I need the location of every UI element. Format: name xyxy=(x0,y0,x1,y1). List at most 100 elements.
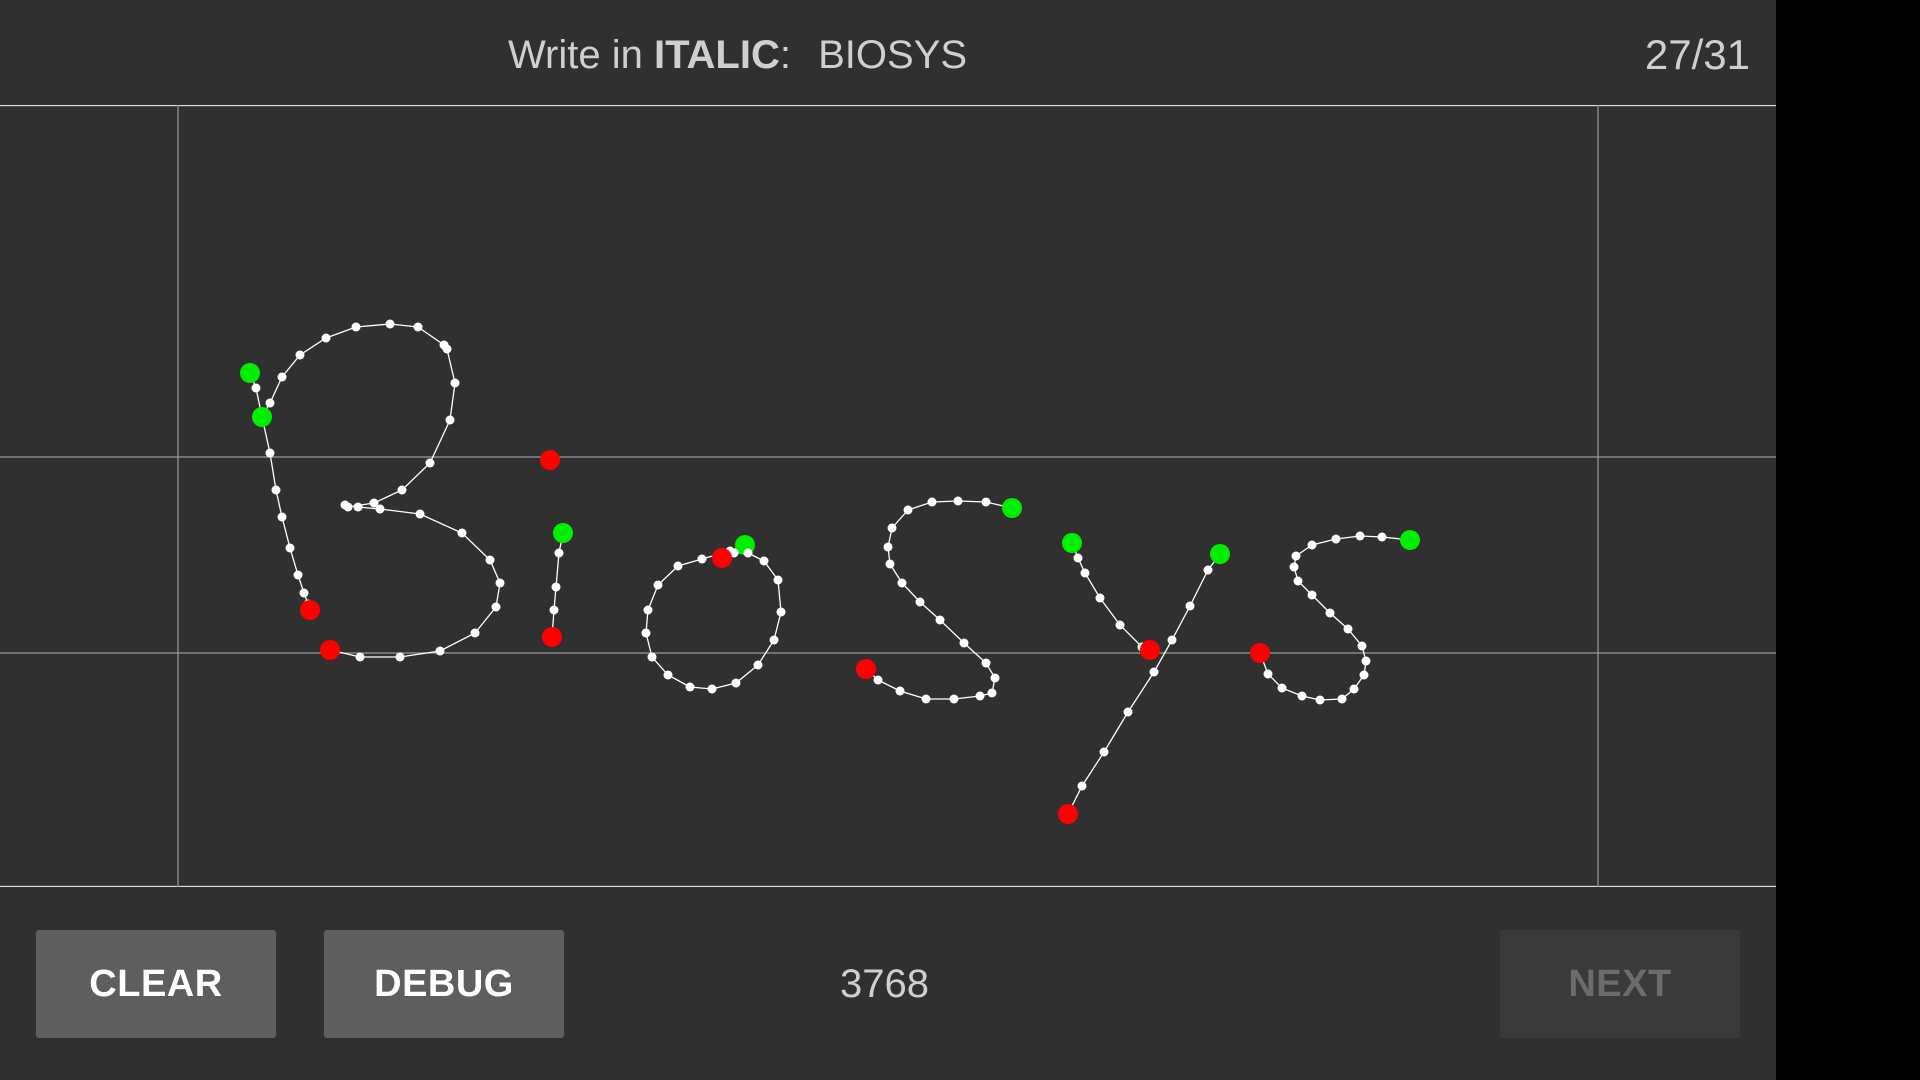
stroke-sample-point xyxy=(1315,695,1325,705)
stroke-start-point xyxy=(553,523,573,543)
stroke-sample-point xyxy=(285,543,295,553)
stroke-sample-point xyxy=(759,556,769,566)
stroke-path xyxy=(261,323,501,658)
stroke-start-point xyxy=(1210,544,1230,564)
stroke-sample-point xyxy=(883,542,893,552)
prompt-target-word: BIOSYS xyxy=(818,33,968,77)
stroke-sample-point xyxy=(491,602,501,612)
stroke-sample-point xyxy=(351,322,361,332)
prompt-style: ITALIC xyxy=(653,33,780,77)
stroke-start-point xyxy=(252,407,272,427)
stroke-sample-point xyxy=(1185,601,1195,611)
stroke-sample-point xyxy=(885,559,895,569)
stroke-sample-point xyxy=(776,607,786,617)
stroke-sample-point xyxy=(251,383,261,393)
stroke-sample-point xyxy=(981,497,991,507)
stroke-sample-point xyxy=(921,694,931,704)
stroke-sample-point xyxy=(927,497,937,507)
stroke-sample-point xyxy=(277,512,287,522)
stroke-path xyxy=(865,500,1013,700)
stroke-start-point xyxy=(1002,498,1022,518)
stroke-sample-point xyxy=(1377,532,1387,542)
clear-button[interactable]: CLEAR xyxy=(36,930,276,1038)
stroke-sample-point xyxy=(653,580,663,590)
stroke-path xyxy=(1067,553,1221,815)
stroke-sample-point xyxy=(1307,540,1317,550)
stroke-i-dot xyxy=(540,450,560,470)
stroke-sample-point xyxy=(485,555,495,565)
stroke-sample-point xyxy=(953,496,963,506)
stroke-end-point xyxy=(1140,640,1160,660)
stroke-end-point xyxy=(856,659,876,679)
stroke-sample-point xyxy=(353,502,363,512)
stroke-path xyxy=(1071,542,1151,651)
next-button[interactable]: NEXT xyxy=(1500,930,1740,1038)
stroke-sample-point xyxy=(1325,608,1335,618)
stroke-sample-point xyxy=(1167,635,1177,645)
stroke-end-point xyxy=(712,548,732,568)
stroke-sample-point xyxy=(1080,568,1090,578)
point-count: 3768 xyxy=(840,962,929,1006)
stroke-sample-point xyxy=(773,575,783,585)
stroke-o xyxy=(641,535,786,694)
stroke-sample-point xyxy=(1343,624,1353,634)
stroke-sample-point xyxy=(643,605,653,615)
header-bar: Write in ITALIC: BIOSYS 27/31 xyxy=(0,0,1776,105)
stroke-sample-point xyxy=(1123,707,1133,717)
stroke-sample-point xyxy=(753,660,763,670)
stroke-sample-point xyxy=(673,561,683,571)
stroke-sample-point xyxy=(769,635,779,645)
stroke-sample-point xyxy=(495,578,505,588)
stroke-path xyxy=(1259,535,1411,701)
prompt-colon: : xyxy=(779,33,791,77)
footer-bar: CLEAR DEBUG 3768 NEXT xyxy=(0,887,1776,1080)
stroke-s1 xyxy=(856,496,1022,704)
stroke-sample-point xyxy=(450,378,460,388)
stroke-sample-point xyxy=(1289,562,1299,572)
progress-counter: 27/31 xyxy=(1644,31,1750,78)
stroke-sample-point xyxy=(1307,590,1317,600)
stroke-b-stem xyxy=(240,363,320,620)
stroke-sample-point xyxy=(1355,531,1365,541)
stroke-sample-point xyxy=(340,500,350,510)
stroke-sample-point xyxy=(435,646,445,656)
stroke-sample-point xyxy=(949,694,959,704)
stroke-end-point xyxy=(320,640,340,660)
stroke-sample-point xyxy=(1095,593,1105,603)
stroke-sample-point xyxy=(271,485,281,495)
stroke-sample-point xyxy=(554,548,564,558)
stroke-end-point xyxy=(300,600,320,620)
stroke-sample-point xyxy=(729,548,739,558)
stroke-end-point xyxy=(540,450,560,470)
stroke-sample-point xyxy=(265,448,275,458)
stroke-sample-point xyxy=(413,322,423,332)
stroke-sample-point xyxy=(915,597,925,607)
stroke-i-stem xyxy=(542,523,573,647)
stroke-sample-point xyxy=(895,686,905,696)
stroke-sample-point xyxy=(397,485,407,495)
stroke-y-arm xyxy=(1062,533,1160,660)
writing-canvas[interactable] xyxy=(0,105,1776,887)
stroke-start-point xyxy=(1400,530,1420,550)
stroke-sample-point xyxy=(1293,576,1303,586)
stroke-sample-point xyxy=(1357,641,1367,651)
stroke-sample-point xyxy=(265,398,275,408)
stroke-sample-point xyxy=(707,684,717,694)
stroke-sample-point xyxy=(1361,656,1371,666)
stroke-sample-point xyxy=(415,509,425,519)
stroke-sample-point xyxy=(975,691,985,701)
stroke-sample-point xyxy=(697,554,707,564)
app-window: Write in ITALIC: BIOSYS 27/31 CLEAR DEBU… xyxy=(0,0,1776,1080)
stroke-sample-point xyxy=(959,638,969,648)
stroke-sample-point xyxy=(551,582,561,592)
stroke-sample-point xyxy=(1073,553,1083,563)
stroke-b-bowls xyxy=(252,319,505,662)
stroke-s2 xyxy=(1250,530,1420,705)
stroke-sample-point xyxy=(442,344,452,354)
stroke-sample-point xyxy=(1203,565,1213,575)
stroke-sample-point xyxy=(685,682,695,692)
debug-button[interactable]: DEBUG xyxy=(324,930,564,1038)
stroke-y-tail xyxy=(1058,544,1230,824)
stroke-sample-point xyxy=(293,570,303,580)
stroke-sample-point xyxy=(369,498,379,508)
